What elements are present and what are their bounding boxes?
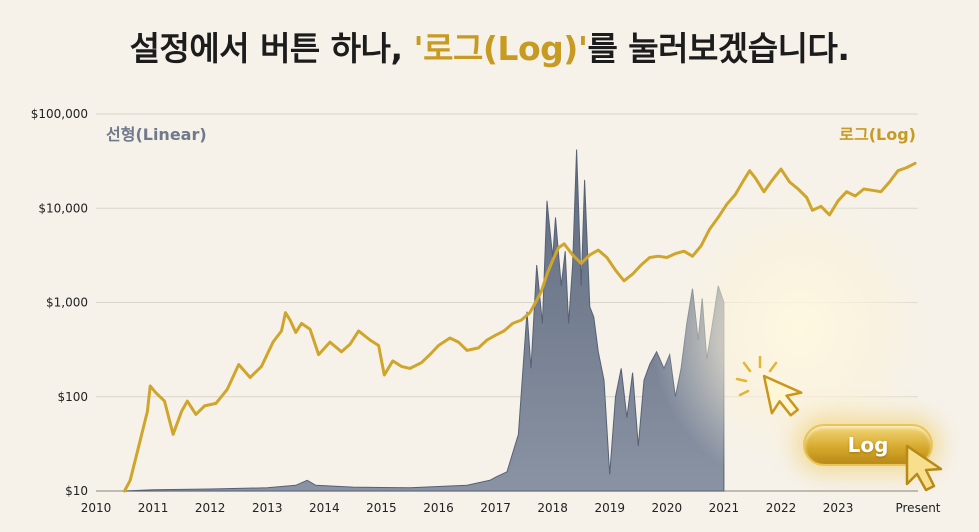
linear-series-group [124,149,725,492]
x-axis-ticks: 2010 2011 2012 2013 2014 2015 2016 2017 2018 2019… [81,501,941,515]
linear-series-area [124,149,725,492]
y-axis-ticks: $100,000 $10,000 $1,000 $100 $10 [31,107,88,498]
y-tick-label: $100 [57,390,88,404]
x-tick-label: 2018 [537,501,568,515]
log-scale-button[interactable]: Log [803,424,933,466]
headline-title: 설정에서 버튼 하나, '로그(Log)'를 눌러보겠습니다. [0,22,979,70]
headline-part-1: 설정에서 버튼 하나, [129,29,414,68]
y-tick-label: $10,000 [38,201,88,215]
x-tick-label: 2021 [709,501,740,515]
glow-highlight [650,170,950,490]
series-label-log: 로그(Log) [839,125,916,144]
x-tick-label: 2016 [423,501,454,515]
log-series-line [123,161,917,493]
y-tick-label: $100,000 [31,107,88,121]
headline-accent: '로그(Log)' [413,29,588,68]
cursor-arrow-icon [762,374,803,417]
x-tick-label: 2015 [366,501,397,515]
y-tick-label: $10 [65,484,88,498]
series-label-linear: 선형(Linear) [106,125,207,144]
x-tick-label: Present [895,501,940,515]
x-tick-label: 2013 [252,501,283,515]
x-tick-label: 2010 [81,501,112,515]
headline-part-2: 를 눌러보겠습니다. [587,29,850,68]
x-tick-label: 2022 [766,501,797,515]
x-tick-label: 2014 [309,501,340,515]
x-tick-label: 2011 [138,501,169,515]
x-tick-label: 2023 [823,501,854,515]
x-tick-label: 2012 [195,501,226,515]
click-sparkle-icon [735,355,778,397]
y-tick-label: $1,000 [46,296,88,310]
log-series-group [123,161,917,493]
x-tick-label: 2017 [480,501,511,515]
x-tick-label: 2019 [594,501,625,515]
x-tick-label: 2020 [652,501,683,515]
